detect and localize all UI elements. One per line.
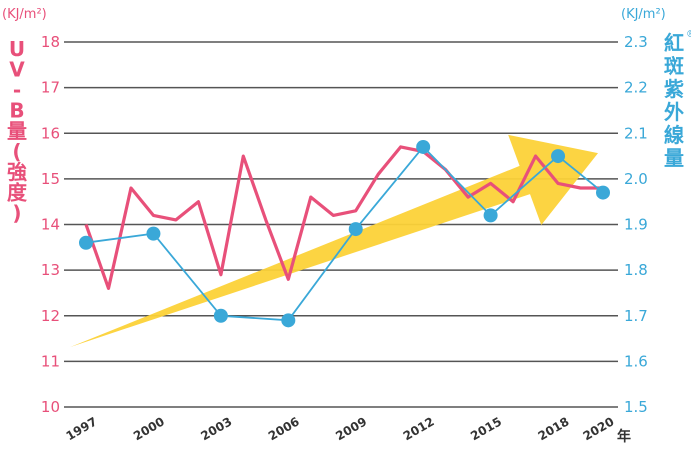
- left-axis-label-char: B: [9, 99, 24, 123]
- erythemal-uv-point: [213, 308, 228, 323]
- erythemal-uv-point: [416, 139, 431, 154]
- erythemal-uv-point: [596, 185, 610, 200]
- x-unit-label: 年: [617, 428, 631, 445]
- right-axis-label-char: 外: [664, 100, 684, 124]
- grid-lines: [64, 41, 618, 408]
- left-axis-label: UV-B量(強度): [7, 37, 28, 225]
- left-axis-label-char: ): [12, 201, 21, 225]
- left-axis-ticks: 18 17 16 15 14 13 12 11 10: [41, 33, 60, 416]
- right-axis-label-char: 量: [664, 146, 684, 170]
- left-tick-label: 11: [41, 352, 60, 370]
- right-axis-ticks: 2.3 2.2 2.1 2.0 1.9 1.8 1.7 1.6 1.5: [624, 33, 648, 416]
- left-tick-label: 13: [41, 261, 60, 279]
- uv-b-intensity-line: [84, 145, 603, 290]
- erythemal-uv-point: [281, 313, 296, 328]
- right-axis-label-char: 斑: [664, 54, 684, 78]
- right-tick-label: 1.6: [624, 352, 648, 370]
- erythemal-uv-point: [79, 235, 93, 250]
- x-tick-label: 2018: [536, 414, 572, 443]
- left-tick-label: 17: [41, 79, 60, 97]
- right-tick-label: 1.8: [624, 261, 648, 279]
- left-tick-label: 18: [41, 33, 60, 51]
- right-tick-label: 2.2: [624, 79, 648, 97]
- right-unit-label: (KJ/m²): [621, 7, 666, 22]
- left-tick-label: 16: [41, 124, 60, 142]
- left-unit-label: (KJ/m²): [2, 7, 47, 22]
- left-axis-label-char: -: [13, 78, 21, 102]
- erythemal-uv-point: [483, 208, 498, 223]
- x-tick-label: 1997: [64, 414, 100, 443]
- left-axis-label-char: 強: [7, 160, 27, 184]
- right-tick-label: 2.0: [624, 170, 648, 188]
- right-axis-label-char: 線: [664, 123, 684, 147]
- left-axis-label-char: U: [9, 37, 25, 61]
- right-tick-label: 1.7: [624, 307, 648, 325]
- right-axis-label-char: 紫: [664, 77, 684, 101]
- x-tick-label: 2015: [468, 414, 504, 443]
- right-axis-registered-mark: ®: [686, 29, 691, 40]
- x-tick-label: 2003: [198, 414, 234, 443]
- left-axis-label-char: 度: [7, 181, 28, 205]
- right-tick-label: 2.3: [624, 33, 648, 51]
- left-tick-label: 14: [41, 216, 60, 234]
- left-axis-label-char: 量: [7, 119, 27, 143]
- erythemal-uv-point: [551, 149, 566, 164]
- x-tick-label: 2009: [333, 414, 369, 443]
- left-tick-label: 10: [41, 398, 60, 416]
- x-tick-label: 2012: [401, 414, 437, 443]
- left-tick-label: 12: [41, 307, 60, 325]
- erythemal-uv-point: [146, 226, 161, 241]
- x-tick-label: 2020: [581, 414, 617, 443]
- right-tick-label: 1.5: [624, 398, 648, 416]
- x-tick-label: 2000: [131, 414, 167, 443]
- x-tick-label: 2006: [266, 414, 302, 443]
- right-tick-label: 2.1: [624, 124, 648, 142]
- left-axis-label-char: (: [12, 140, 21, 164]
- erythemal-uv-point: [348, 222, 363, 237]
- right-axis-label-char: 紅: [664, 31, 684, 55]
- left-axis-label-char: V: [9, 58, 25, 82]
- x-axis-ticks: 1997 2000 2003 2006 2009 2012 2015 2018 2020: [64, 414, 617, 443]
- series-layer: [79, 139, 610, 328]
- right-tick-label: 1.9: [624, 216, 648, 234]
- left-tick-label: 15: [41, 170, 60, 188]
